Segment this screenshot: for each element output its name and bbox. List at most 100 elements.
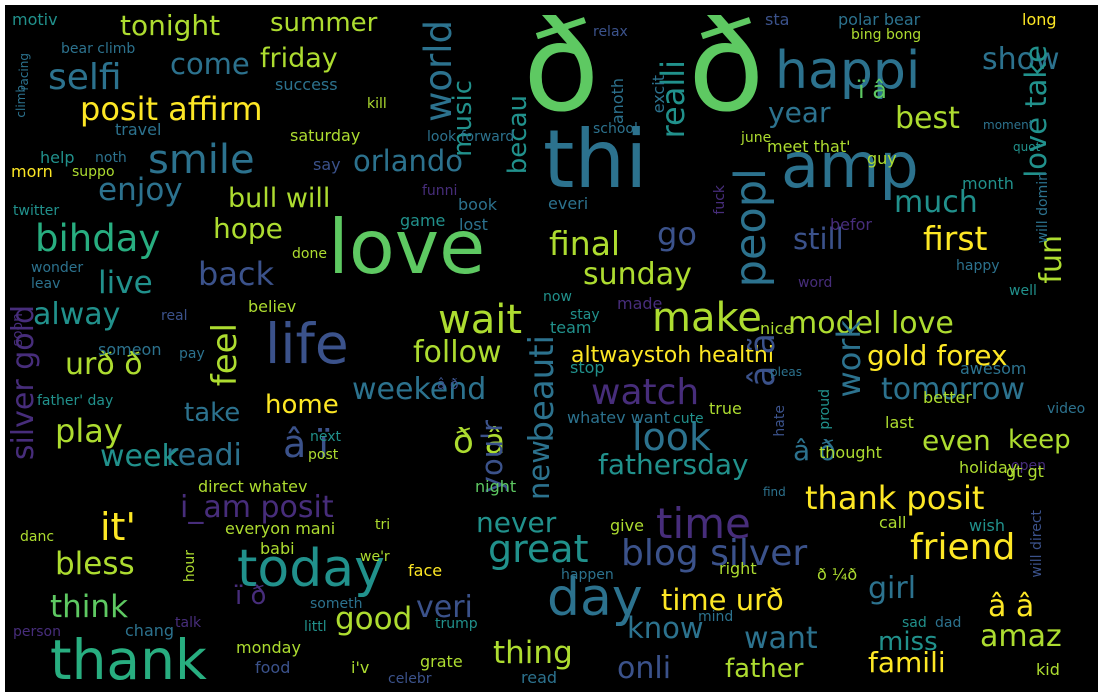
word: well [1009,283,1037,299]
word: call [879,513,907,532]
word: noth [95,150,127,166]
word: urð ð [65,347,143,382]
word: game [400,211,446,230]
word: sunday [583,257,692,292]
word: open [1011,458,1046,474]
word: year [768,96,831,129]
word: relax [593,24,628,40]
word: happy [956,258,1000,274]
word: tri [375,517,391,533]
word: direct whatev [198,477,308,496]
word: give [610,516,644,535]
word: show [982,42,1060,77]
word: will direct [1029,510,1045,578]
word: bihday [35,217,161,260]
word: love take [1019,45,1053,178]
word: summer [270,8,378,38]
word: kid [1036,660,1060,679]
word: celebr [388,671,432,687]
word: anoth [608,78,627,125]
word: funni [422,183,458,199]
word: cute [673,411,704,427]
word: say [313,155,341,174]
word: quot [1013,140,1041,154]
word: talk [175,615,202,631]
word: life [265,312,349,376]
word: wait [438,297,523,343]
word: ð [688,5,765,140]
word: saturday [290,126,361,145]
word: next [310,429,342,445]
word: everi [548,194,589,213]
word: beauti [522,335,562,443]
word: help [40,148,75,167]
word: bing bong [851,27,922,43]
word: now [543,289,572,305]
word: travel [115,120,162,139]
word: even [922,424,991,457]
word: take [184,398,241,428]
word: word [798,275,833,291]
word: amp [781,129,919,202]
word: kill [367,96,387,112]
word: stop [570,358,605,377]
word: pleas [770,365,802,379]
word: happi [775,41,921,101]
word: polar bear [838,10,921,29]
word: wonder [31,260,84,276]
word: thank [50,628,207,692]
word: today [237,539,385,599]
word: ð [523,5,600,140]
word: mind [698,609,734,625]
word: come [170,47,250,81]
word: blog silver [621,533,808,574]
word: good [335,601,413,637]
word: ð ¼ð [817,565,858,584]
word: school [593,121,638,137]
word: june [741,130,772,146]
word: person [13,624,61,640]
word: suppo [72,164,115,180]
word: befor [830,215,872,234]
word: face [408,561,443,580]
word: amaz [980,619,1062,654]
word: fathersday [598,448,749,481]
word: want [744,621,818,656]
word: miss [878,627,938,657]
word: lost [459,215,488,234]
word: it' [100,505,136,549]
word: work [830,320,868,398]
word: dad [935,615,962,631]
word: grate [420,652,463,671]
word: look [632,415,712,459]
word: thing [493,635,573,671]
word: best [895,101,960,136]
word: live [98,265,153,301]
word: â ð [437,377,459,393]
word: peopl [726,168,776,288]
word: tomorrow [881,372,1026,407]
word: danc [20,529,55,545]
word: feel [205,323,245,387]
word: fuck [712,185,728,215]
word: father' day [37,393,114,409]
word: friend [910,527,1016,568]
word: final [549,224,621,263]
word: book [458,195,497,214]
word: true [709,399,742,418]
word: sta [765,10,790,29]
word: hate [772,405,788,437]
word: father [725,654,804,684]
word: tonight [120,9,221,42]
word: orlando [353,144,464,178]
word: ï â [858,76,888,104]
word: excit [649,75,668,114]
word: famili [868,646,946,679]
word: look forward [427,129,515,145]
word: â ð [793,434,837,467]
word: week [100,439,179,474]
word: still [793,222,844,256]
word: watch [591,372,700,413]
word: awesom [960,359,1027,378]
word: whatev want [567,408,671,427]
